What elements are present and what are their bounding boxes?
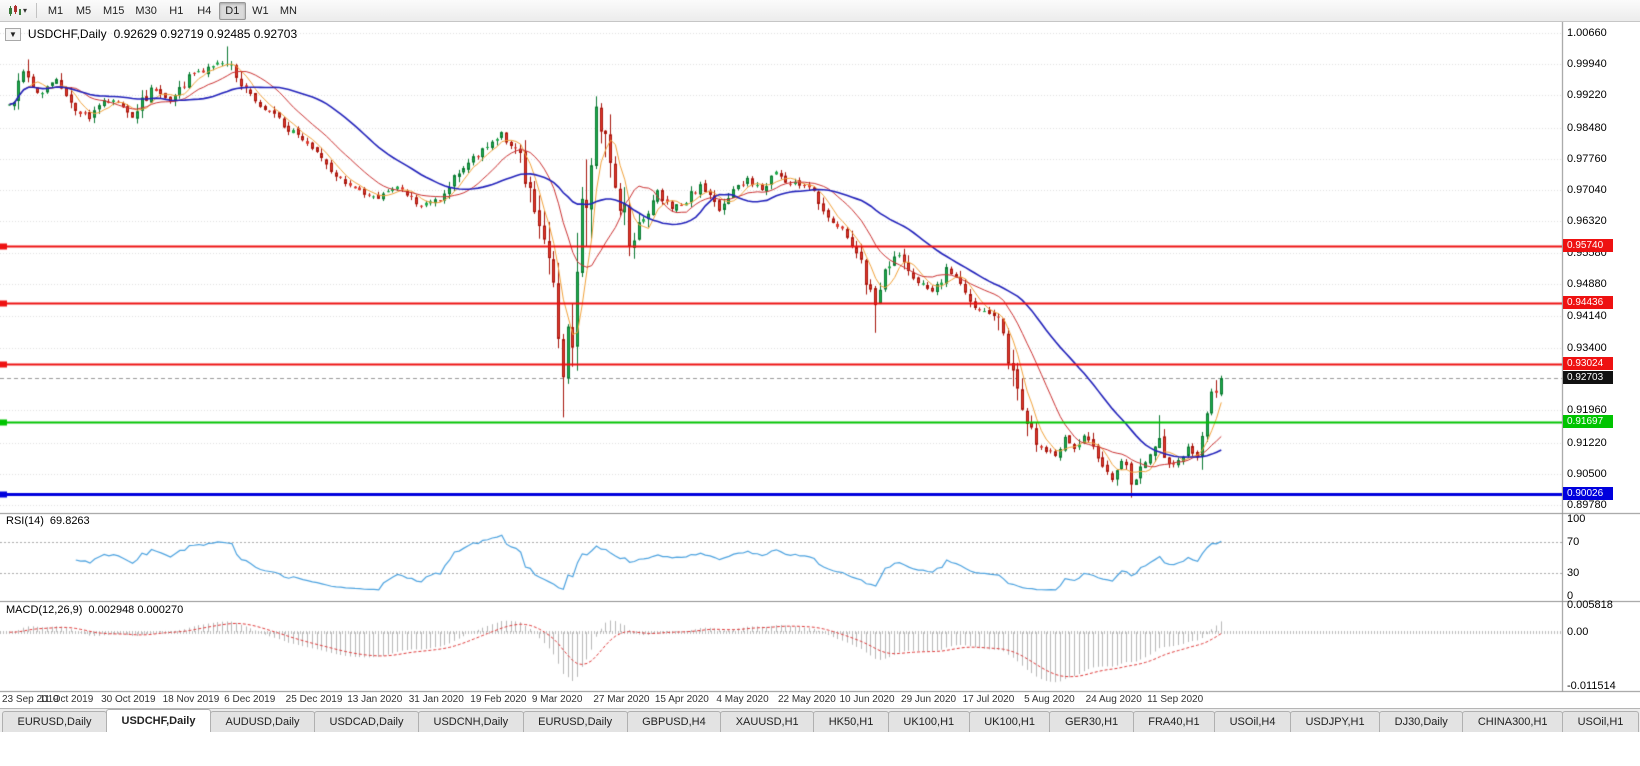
chart-tab-usoil-h4[interactable]: USOil,H4	[1214, 711, 1291, 732]
chart-tool-icon[interactable]: ▾	[4, 2, 31, 19]
chart-tab-usdchf-daily[interactable]: USDCHF,Daily	[106, 709, 211, 732]
timeframe-button-mn[interactable]: MN	[279, 4, 297, 17]
timeframe-button-h4[interactable]: H4	[197, 4, 212, 17]
candlestick-chart-icon	[9, 5, 21, 16]
toolbar-separator	[36, 3, 38, 18]
timeframe-button-d1[interactable]: D1	[218, 1, 246, 20]
chart-tab-audusd-daily[interactable]: AUDUSD,Daily	[210, 711, 315, 732]
chevron-down-icon: ▾	[23, 5, 28, 15]
chart-tab-usdjpy-h1[interactable]: USDJPY,H1	[1289, 711, 1381, 732]
chart-tab-gbpusd-h4[interactable]: GBPUSD,H4	[626, 711, 722, 732]
timeframe-button-m30[interactable]: M30	[135, 4, 157, 17]
timeframe-button-w1[interactable]: W1	[252, 4, 269, 17]
chart-tabs-bar: EURUSD,Daily USDCHF,Daily AUDUSD,Daily USDC…	[0, 708, 1640, 732]
top-toolbar: ▾ M1 M5 M15 M30 H1 H4 D1 W1 MN	[0, 0, 1640, 22]
chart-tab-eurusd-daily[interactable]: EURUSD,Daily	[2, 711, 107, 732]
chart-tab-uk100-h1[interactable]: UK100,H1	[887, 711, 970, 732]
chart-tab-china300-h1[interactable]: CHINA300,H1	[1462, 711, 1564, 732]
chart-tab-eurusd-daily[interactable]: EURUSD,Daily	[522, 711, 628, 732]
chart-tab-ger30-h1[interactable]: GER30,H1	[1049, 711, 1134, 732]
chart-tab-fra40-h1[interactable]: FRA40,H1	[1132, 711, 1216, 732]
chart-tab-hk50-h1[interactable]: HK50,H1	[813, 711, 889, 732]
chart-tab-usdcnh-daily[interactable]: USDCNH,Daily	[418, 711, 524, 732]
chart-tab-dj30-daily[interactable]: DJ30,Daily	[1379, 711, 1464, 732]
timeframe-group: M1 M5 M15 M30 H1 H4 D1 W1 MN	[42, 1, 302, 20]
chart-tab-xauusd-h1[interactable]: XAUUSD,H1	[720, 711, 815, 732]
chart-window: ▼ USDCHF,Daily 0.92629 0.92719 0.92485 0…	[0, 22, 1640, 708]
chart-tab-usoil-h1[interactable]: USOil,H1	[1562, 711, 1639, 732]
timeframe-button-m5[interactable]: M5	[75, 4, 92, 17]
chart-tab-usdcad-daily[interactable]: USDCAD,Daily	[314, 711, 419, 732]
chart-canvas[interactable]	[0, 22, 1640, 708]
timeframe-button-h1[interactable]: H1	[169, 4, 184, 17]
timeframe-button-m1[interactable]: M1	[47, 4, 64, 17]
timeframe-button-m15[interactable]: M15	[103, 4, 125, 17]
chart-tab-uk100-h1[interactable]: UK100,H1	[968, 711, 1051, 732]
